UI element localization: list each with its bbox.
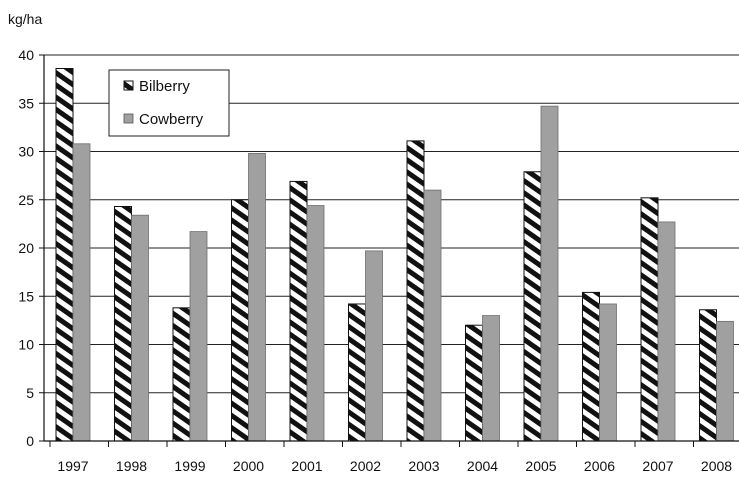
- x-tick-label: 2000: [233, 458, 264, 474]
- x-tick-label: 1997: [57, 458, 88, 474]
- y-tick-label: 20: [18, 240, 34, 256]
- bar-bilberry-1999: [172, 307, 191, 442]
- x-axis-ticks: 1997 1998 1999 2000 2001 2002 2003 2004 2005 2006…: [49, 441, 732, 474]
- x-tick-label: 2008: [701, 458, 732, 474]
- x-tick-label: 2001: [291, 458, 322, 474]
- bar-cowberry-2003: [423, 189, 442, 442]
- bar-bilberry-2002: [348, 303, 366, 442]
- bar-bilberry-1997: [55, 68, 74, 442]
- bar-cowberry-2000: [248, 153, 266, 442]
- bar-cowberry-2007: [657, 221, 676, 442]
- y-tick-label: 30: [18, 144, 34, 160]
- x-tick-label: 1999: [174, 458, 205, 474]
- y-tick-label: 0: [26, 433, 34, 449]
- y-unit-label: kg/ha: [8, 11, 42, 27]
- y-axis-ticks: 0 5 10 15 20 25 30 35 40: [18, 47, 44, 449]
- bar-cowberry-2005: [540, 105, 559, 442]
- bar-cowberry-2006: [599, 303, 617, 442]
- bar-bilberry-2000: [231, 199, 249, 442]
- y-tick-label: 15: [18, 288, 34, 304]
- bar-cowberry-2001: [306, 205, 325, 442]
- bar-cowberry-1997: [72, 143, 91, 442]
- bar-bilberry-2003: [406, 140, 425, 442]
- bar-cowberry-1998: [131, 214, 149, 442]
- y-tick-label: 5: [26, 385, 34, 401]
- x-tick-label: 2005: [525, 458, 556, 474]
- bar-bilberry-1998: [114, 206, 132, 442]
- bar-cowberry-2002: [365, 250, 383, 442]
- bar-cowberry-2008: [716, 320, 734, 442]
- y-tick-label: 25: [18, 192, 34, 208]
- x-tick-label: 2002: [350, 458, 381, 474]
- bar-bilberry-2001: [289, 180, 308, 442]
- legend-label-bilberry: Bilberry: [139, 78, 190, 95]
- bar-cowberry-1999: [189, 231, 208, 442]
- x-tick-label: 2003: [408, 458, 439, 474]
- legend-label-cowberry: Cowberry: [139, 111, 204, 128]
- bar-bilberry-2004: [465, 324, 483, 442]
- y-tick-label: 40: [18, 47, 34, 63]
- bar-bilberry-2006: [582, 291, 600, 442]
- legend: Bilberry Cowberry: [108, 69, 230, 137]
- x-tick-label: 2007: [642, 458, 673, 474]
- bar-cowberry-2004: [482, 315, 500, 442]
- y-tick-label: 10: [18, 337, 34, 353]
- legend-swatch-cowberry: [123, 113, 134, 124]
- y-tick-label: 35: [18, 95, 34, 111]
- x-tick-label: 1998: [116, 458, 147, 474]
- x-tick-label: 2006: [584, 458, 615, 474]
- bar-bilberry-2005: [523, 171, 542, 442]
- x-tick-label: 2004: [467, 458, 498, 474]
- bar-bilberry-2007: [640, 197, 659, 442]
- legend-swatch-bilberry: [123, 80, 134, 91]
- bar-bilberry-2008: [699, 309, 717, 442]
